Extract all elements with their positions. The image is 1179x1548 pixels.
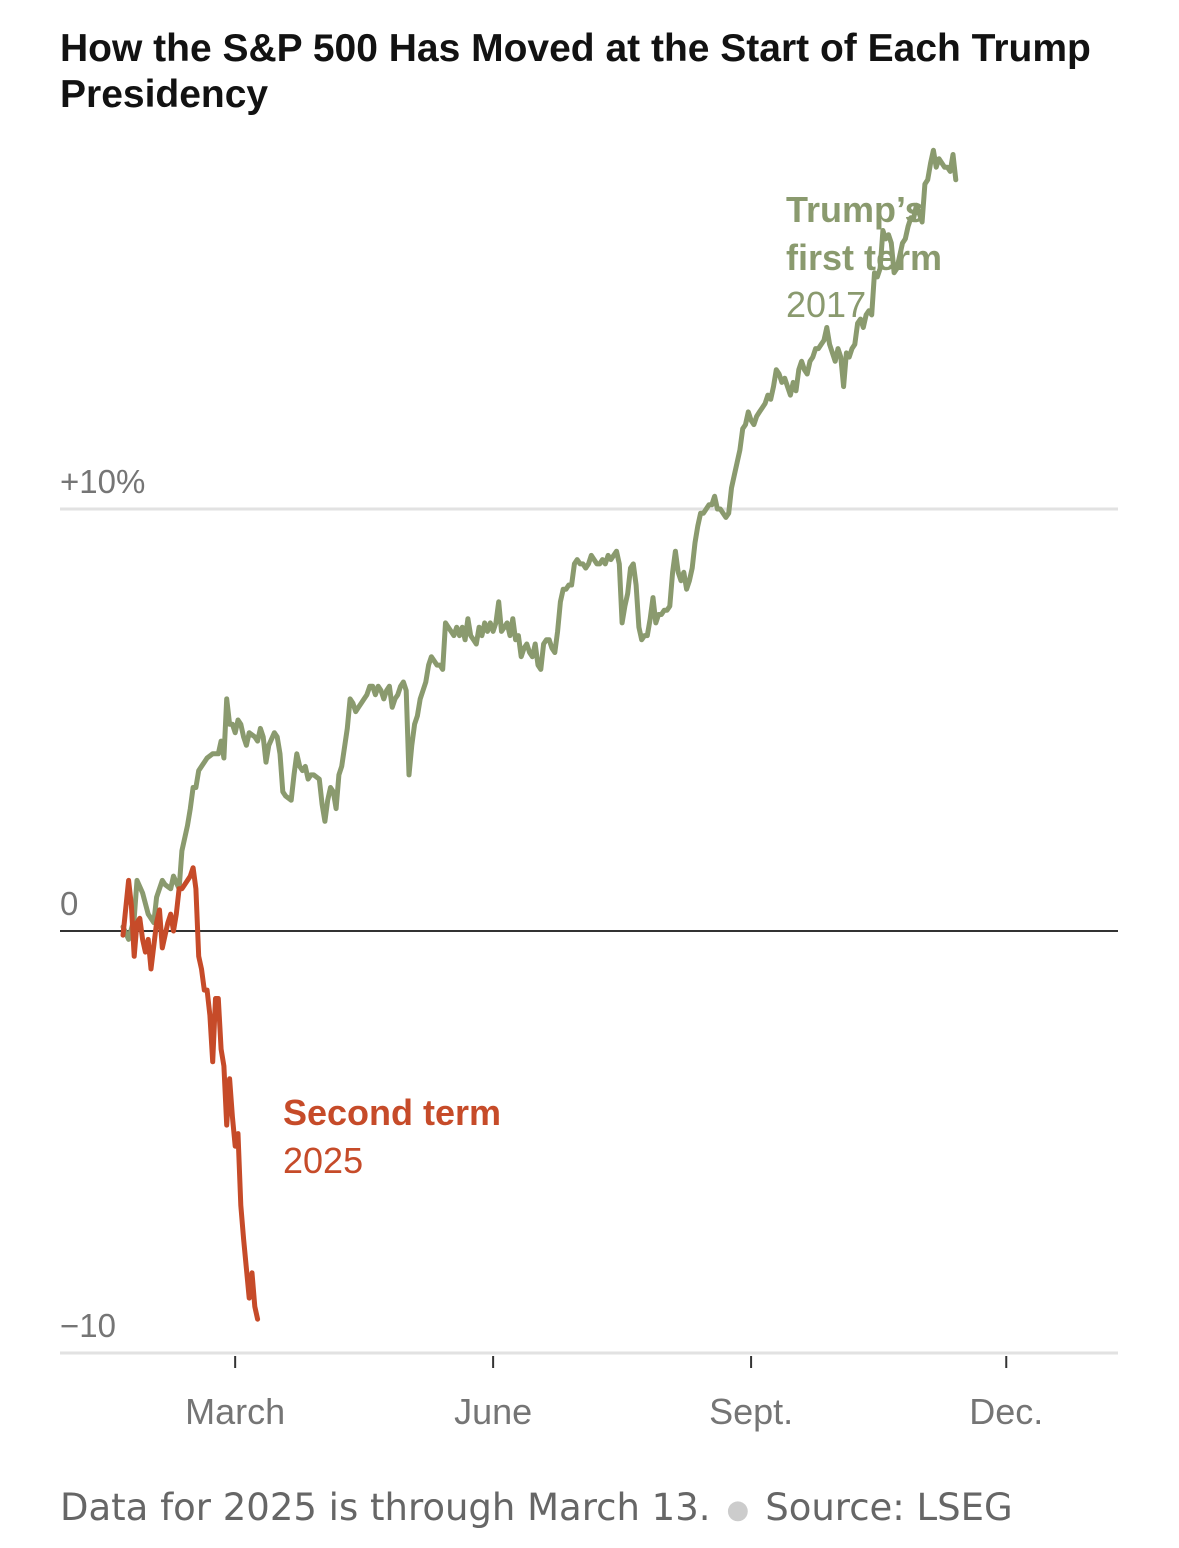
series-label-second-term: Second term: [283, 1092, 501, 1133]
source-credit: Source: LSEG: [765, 1486, 1013, 1529]
x-tick-label: Sept.: [709, 1391, 793, 1432]
series-year-first-term: 2017: [786, 284, 866, 325]
line-chart: +10% 0 −10 March June Sept. Dec. Trump’s first t…: [60, 147, 1118, 1432]
x-tick-label: March: [185, 1391, 285, 1432]
data-note: Data for 2025 is through March 13.: [60, 1486, 711, 1529]
y-tick-label: −10: [60, 1307, 116, 1344]
y-tick-label: +10%: [60, 463, 145, 500]
x-tick-label: June: [454, 1391, 532, 1432]
series-label-first-term: Trump’s: [786, 189, 925, 230]
series-line-second-term: [120, 865, 261, 1322]
series-year-second-term: 2025: [283, 1140, 363, 1181]
series-line-first-term: [120, 147, 959, 942]
chart-footer: Data for 2025 is through March 13. ● Sourc…: [60, 1486, 1013, 1529]
x-tick-label: Dec.: [969, 1391, 1043, 1432]
series-label-first-term: first term: [786, 237, 942, 278]
y-tick-label: 0: [60, 885, 78, 922]
separator-dot: ●: [726, 1494, 750, 1525]
chart-title: How the S&P 500 Has Moved at the Start o…: [60, 27, 1091, 116]
